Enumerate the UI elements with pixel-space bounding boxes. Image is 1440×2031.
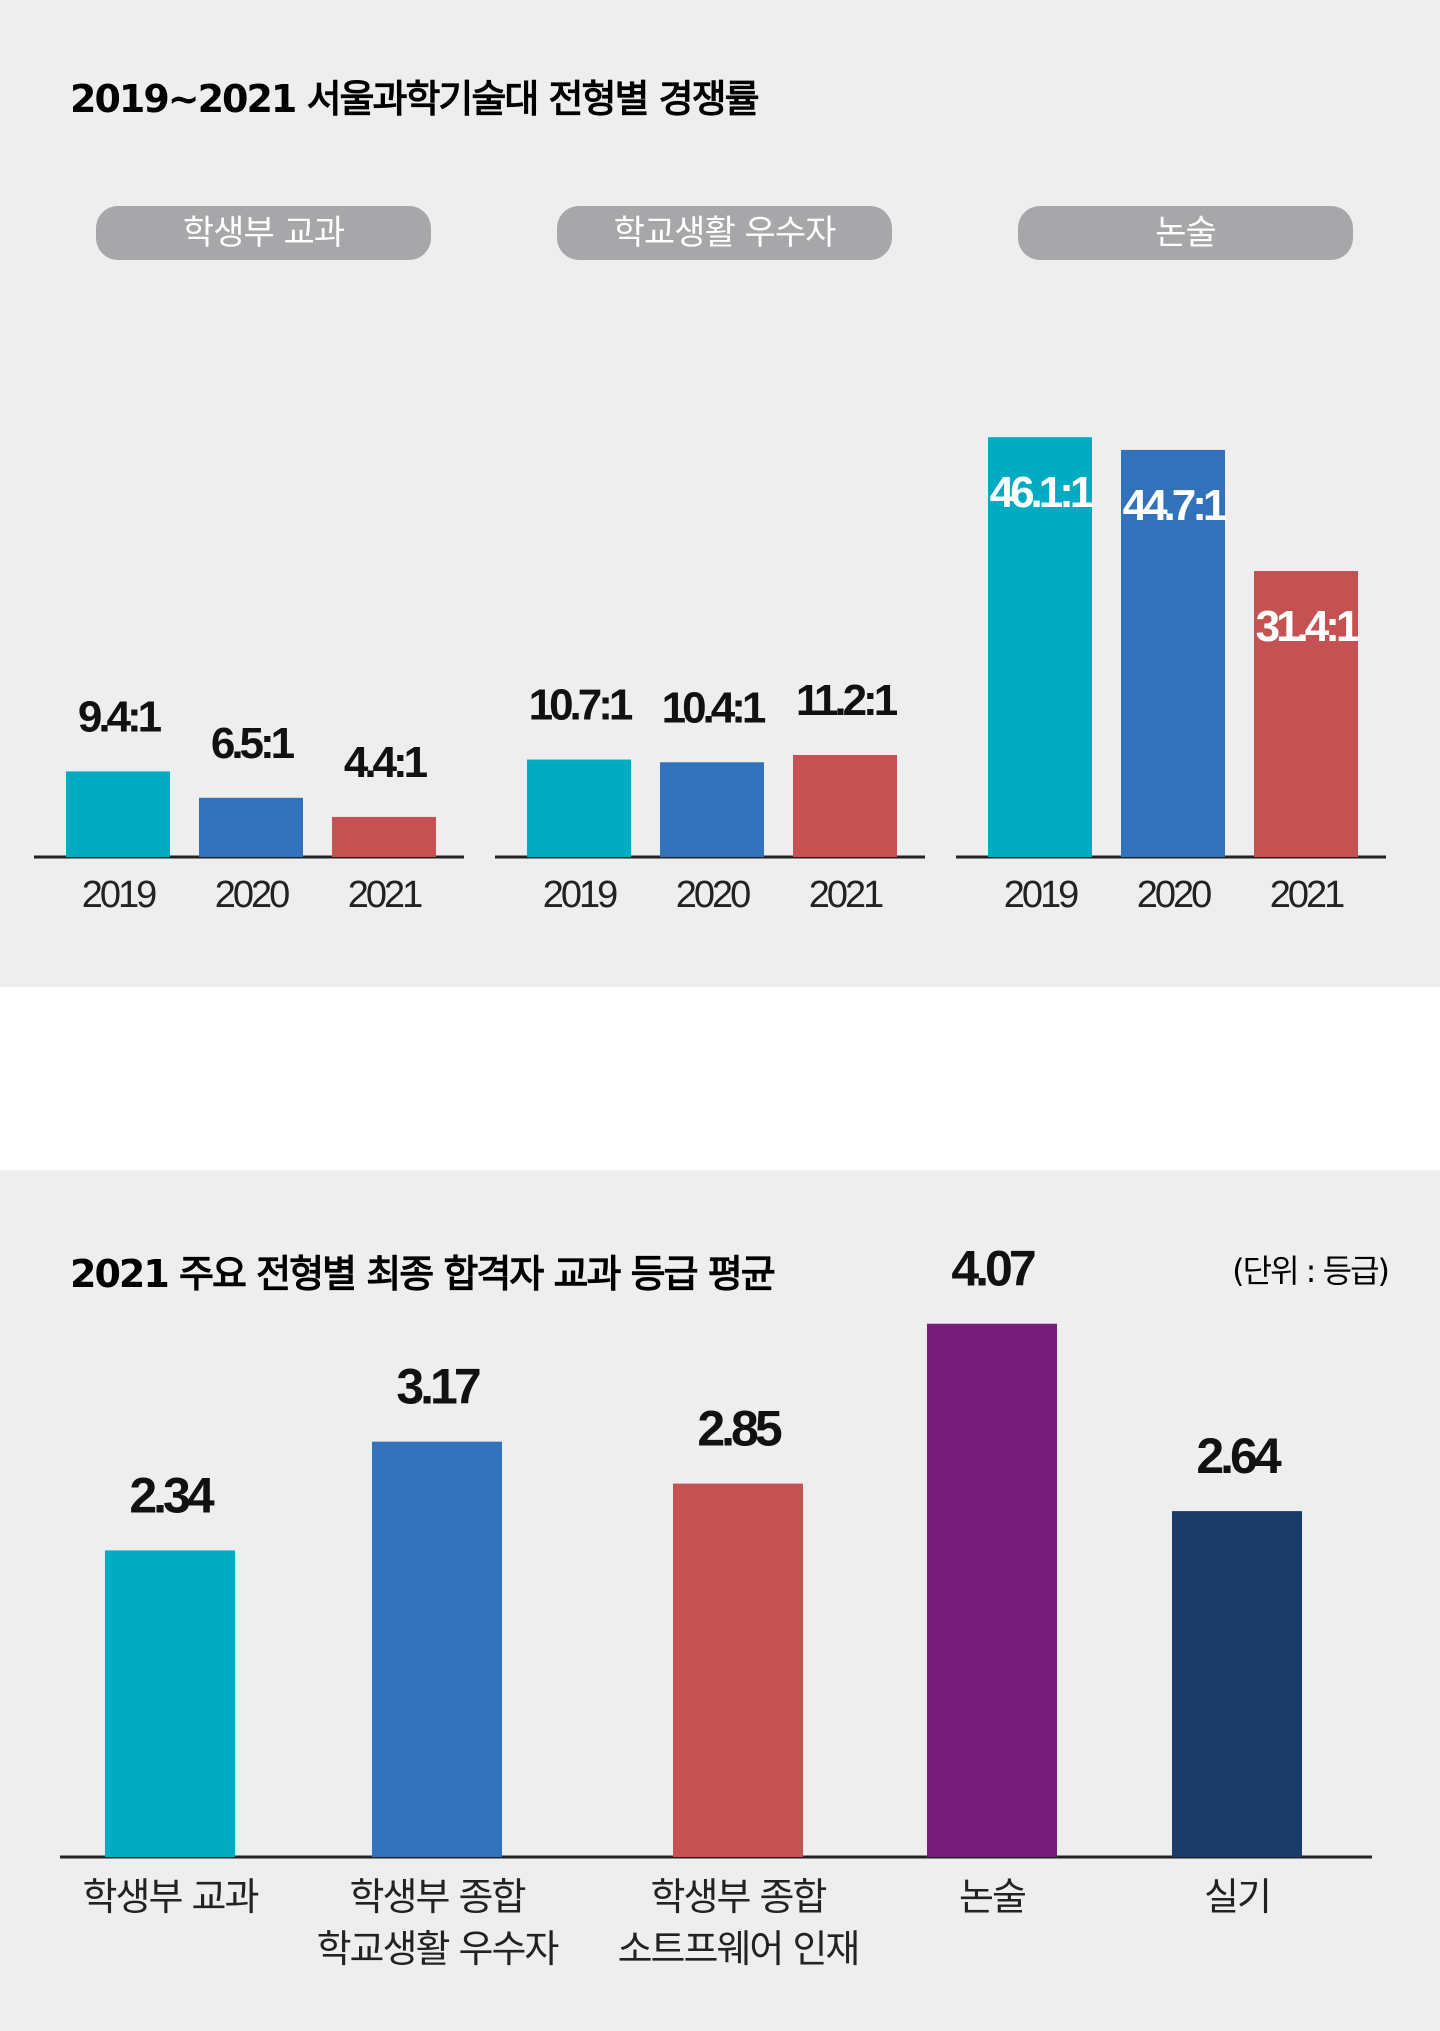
bar (1172, 1511, 1302, 1857)
bar-value-label: 3.17 (396, 1359, 480, 1415)
bar (1254, 571, 1358, 857)
category-label: 실기 (1204, 1875, 1270, 1919)
bar-value-label: 10.7:1 (529, 681, 633, 730)
category-label: 논술 (959, 1875, 1025, 1919)
category-label: 학생부 종합 (350, 1875, 526, 1919)
competition-rate-panel: 2019~2021 서울과학기술대 전형별 경쟁률 학생부 교과 9.4:1 201… (0, 0, 1440, 987)
bar (372, 1441, 502, 1857)
category-label: 소트프웨어 인재 (618, 1927, 859, 1971)
category-label: 학교생활 우수자 (317, 1927, 559, 1971)
competition-rate-chart: 학생부 교과 9.4:1 2019 6.5:1 2020 4.4:1 2021 학교생활 우수… (34, 206, 1386, 916)
year-tick-label: 2020 (1137, 874, 1211, 916)
bar (660, 762, 764, 857)
year-tick-label: 2019 (82, 874, 156, 916)
bar (105, 1550, 235, 1857)
bar (332, 816, 436, 857)
bar (199, 797, 303, 857)
group-header-label: 학생부 교과 (183, 213, 345, 253)
group-header-pill (1018, 206, 1353, 260)
grade-average-panel: 2021 주요 전형별 최종 합격자 교과 등급 평균 (단위 : 등급) 2.… (0, 1170, 1440, 2031)
year-tick-label: 2019 (543, 874, 617, 916)
bar-value-label: 46.1:1 (990, 468, 1094, 517)
bar (793, 755, 897, 857)
group-header-pill (557, 206, 892, 260)
bar (527, 759, 631, 857)
bar-value-label: 4.07 (951, 1241, 1035, 1297)
bar-value-label: 31.4:1 (1256, 602, 1360, 651)
bar-value-label: 10.4:1 (662, 683, 766, 732)
chart1-title: 2019~2021 서울과학기술대 전형별 경쟁률 (70, 77, 760, 121)
group-header-pill (96, 206, 431, 260)
bar-value-label: 9.4:1 (78, 692, 162, 741)
bar (66, 771, 170, 857)
bar-value-label: 2.85 (697, 1401, 782, 1457)
bar-value-label: 4.4:1 (344, 738, 428, 787)
bar (927, 1323, 1057, 1857)
year-tick-label: 2021 (809, 874, 883, 916)
bar-value-label: 6.5:1 (211, 719, 295, 768)
group-header-label: 학교생활 우수자 (614, 213, 836, 253)
category-label: 학생부 종합 (651, 1875, 827, 1919)
year-tick-label: 2019 (1004, 874, 1078, 916)
year-tick-label: 2021 (1270, 874, 1344, 916)
bar-value-label: 44.7:1 (1123, 481, 1227, 530)
chart2-title: 2021 주요 전형별 최종 합격자 교과 등급 평균 (70, 1252, 776, 1296)
year-tick-label: 2020 (676, 874, 750, 916)
bar-value-label: 11.2:1 (796, 676, 898, 725)
bar (988, 437, 1092, 857)
unit-note: (단위 : 등급) (1232, 1252, 1390, 1290)
category-label: 학생부 교과 (83, 1875, 259, 1919)
bar (1121, 449, 1225, 857)
group-header-label: 논술 (1155, 213, 1216, 253)
year-tick-label: 2020 (215, 874, 289, 916)
year-tick-label: 2021 (348, 874, 422, 916)
bar-value-label: 2.34 (129, 1467, 215, 1523)
bar (673, 1483, 803, 1857)
bar-value-label: 2.64 (1196, 1428, 1282, 1484)
